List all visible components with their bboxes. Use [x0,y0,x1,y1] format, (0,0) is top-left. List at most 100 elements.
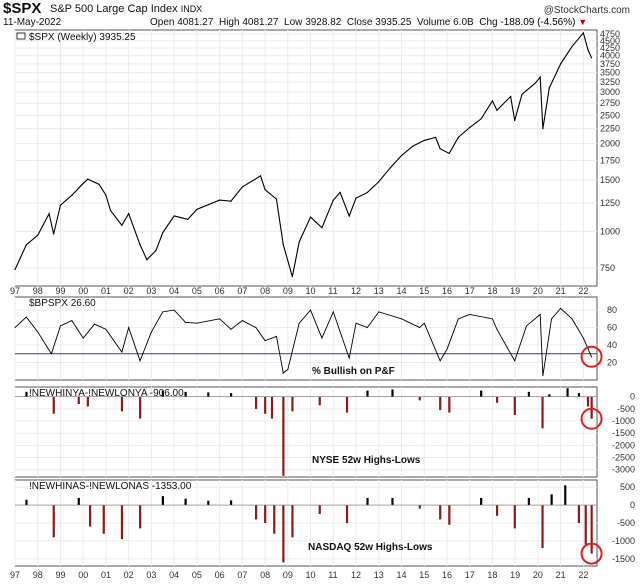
data-point [82,337,84,339]
data-point [378,181,380,183]
data-point [98,183,100,185]
panel-frame [14,29,598,287]
x-tick-label: 00 [78,570,88,580]
y-tick-label: 4250 [600,43,620,53]
data-point [275,198,278,200]
y-tick-label: -1500 [612,554,635,564]
nasdaq-bar [448,505,451,525]
y-tick-label: 40 [607,340,617,350]
x-tick-label: 18 [487,286,497,296]
legend-nyse: !NEWHINYA-!NEWLONYA -906.00 [29,388,184,399]
y-tick-label: -2500 [612,453,635,463]
data-point [400,154,403,157]
data-point [71,194,73,196]
data-point [25,316,27,318]
y-tick-label: 4500 [600,36,620,46]
data-point [173,215,175,217]
data-point [400,318,402,320]
nasdaq-bar [550,494,553,506]
data-point [514,360,516,362]
y-tick-label: 60 [607,323,617,333]
close-label: Close [346,17,373,28]
y-tick-label: 4750 [600,29,620,39]
nyse-bar [291,396,294,412]
high-label: High [218,17,240,28]
data-point [196,322,198,324]
data-point [25,244,27,246]
y-tick-label: 750 [600,263,615,273]
x-tick-label: 01 [101,286,111,296]
x-tick-label: 15 [419,286,429,296]
y-tick-label: 3500 [600,68,620,78]
data-point [230,328,232,330]
nasdaq-bar [52,505,55,538]
nyse-bar [541,396,544,429]
data-point [282,372,284,374]
x-tick-label: 99 [55,570,65,580]
nasdaq-bar [120,505,124,540]
x-tick-label: 98 [33,570,43,580]
nyse-bar [184,391,187,397]
x-tick-label: 19 [510,570,520,580]
copyright-text[interactable]: @StockCharts.com [543,5,630,16]
ohlc-readout: Open 4081.27 High 4081.27 Low 3928.82 Cl… [150,17,587,28]
nyse-bar [586,396,590,407]
data-point [321,337,323,339]
y-tick-label: 3250 [600,77,620,87]
data-point [309,216,312,218]
nyse-bar [566,388,569,397]
data-point [59,204,62,206]
x-tick-label: 11 [328,570,337,580]
data-point [542,375,544,377]
nasdaq-bar [418,505,421,509]
x-tick-label: 01 [101,570,111,580]
data-point [457,136,459,138]
x-tick-label: 02 [124,570,134,580]
data-point [591,356,593,358]
data-point [332,199,334,201]
nyse-bar [161,390,164,397]
data-point [255,327,257,329]
y-tick-label: 0 [630,392,635,402]
open-label: Open [150,17,175,28]
y-tick-label: -1000 [612,416,635,426]
x-tick-label: 20 [533,570,543,580]
data-point [439,148,441,150]
data-point [155,249,157,252]
nasdaq-bar [282,505,285,563]
x-tick-label: 07 [237,570,247,580]
x-tick-label: 13 [374,286,384,296]
data-point [128,327,130,329]
x-tick-label: 21 [556,570,566,580]
chg-value: -188.09 (-4.56%) [500,17,576,28]
data-point [514,119,516,122]
data-point [291,276,293,278]
data-point [53,233,55,235]
ticker-symbol: $SPX [3,0,42,17]
data-point [366,191,368,194]
data-point [139,244,141,246]
panel-frame [14,386,598,478]
high-value: 4081.27 [242,17,279,28]
x-tick-label: 00 [78,286,88,296]
close-value: 3935.25 [375,17,412,28]
data-point [521,93,523,95]
x-tick-label: 04 [169,570,179,580]
y-tick-label: -1000 [612,536,635,546]
data-point [389,167,391,169]
nyse-bar [513,396,516,415]
nasdaq-bar [139,505,142,529]
panel-frame [14,296,598,381]
data-point [457,318,459,320]
nasdaq-bar [577,505,581,523]
nyse-bar [86,396,89,407]
nyse-bar [207,392,210,397]
nasdaq-bar [584,505,587,545]
nasdaq-bar [541,505,544,549]
data-point [219,199,221,201]
data-point [582,337,584,339]
nasdaq-bar [590,505,593,554]
nyse-bar [229,393,233,397]
nyse-bar [77,396,80,405]
nasdaq-bar [184,498,187,506]
